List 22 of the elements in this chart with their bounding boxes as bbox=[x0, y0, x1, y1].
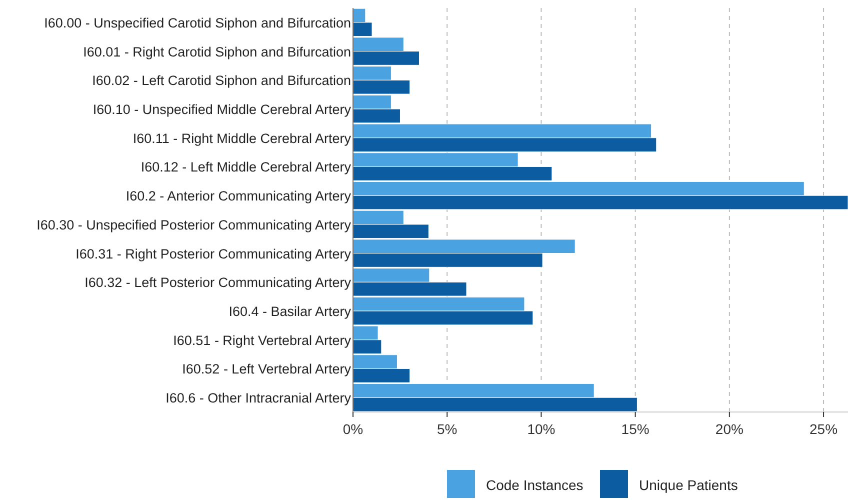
y-tick-label: I60.11 - Right Middle Cerebral Artery bbox=[132, 130, 352, 146]
x-tick-label: 5% bbox=[436, 421, 458, 437]
y-tick-label: I60.30 - Unspecified Posterior Communicating Artery bbox=[36, 217, 352, 232]
y-tick-label: I60.51 - Right Vertebral Artery bbox=[173, 332, 352, 348]
legend-label: Code Instances bbox=[486, 477, 584, 493]
x-tick-label: 25% bbox=[810, 421, 838, 437]
x-tick-label: 0% bbox=[342, 421, 364, 437]
y-tick-label: I60.4 - Basilar Artery bbox=[228, 304, 352, 319]
y-tick-label: I60.10 - Unspecified Middle Cerebral Artery bbox=[92, 102, 352, 117]
y-tick-label: I60.2 - Anterior Communicating Artery bbox=[126, 188, 352, 204]
y-tick-label: I60.01 - Right Carotid Siphon and Bifurcation bbox=[83, 44, 351, 60]
y-tick-label: I60.12 - Left Middle Cerebral Artery bbox=[140, 160, 352, 175]
y-tick-label: I60.32 - Left Posterior Communicating Artery bbox=[84, 275, 352, 290]
y-tick-label: I60.00 - Unspecified Carotid Siphon and Bifurcation bbox=[44, 15, 351, 30]
y-tick-label: I60.02 - Left Carotid Siphon and Bifurcation bbox=[92, 73, 351, 88]
x-tick-label: 20% bbox=[715, 421, 744, 437]
y-tick-label: I60.31 - Right Posterior Communicating Artery bbox=[76, 246, 352, 262]
x-tick-label: 10% bbox=[527, 421, 556, 437]
y-tick-label: I60.52 - Left Vertebral Artery bbox=[182, 362, 352, 377]
x-tick-label: 15% bbox=[621, 421, 650, 437]
y-tick-label: I60.6 - Other Intracranial Artery bbox=[166, 390, 352, 406]
legend-label: Unique Patients bbox=[639, 477, 738, 493]
